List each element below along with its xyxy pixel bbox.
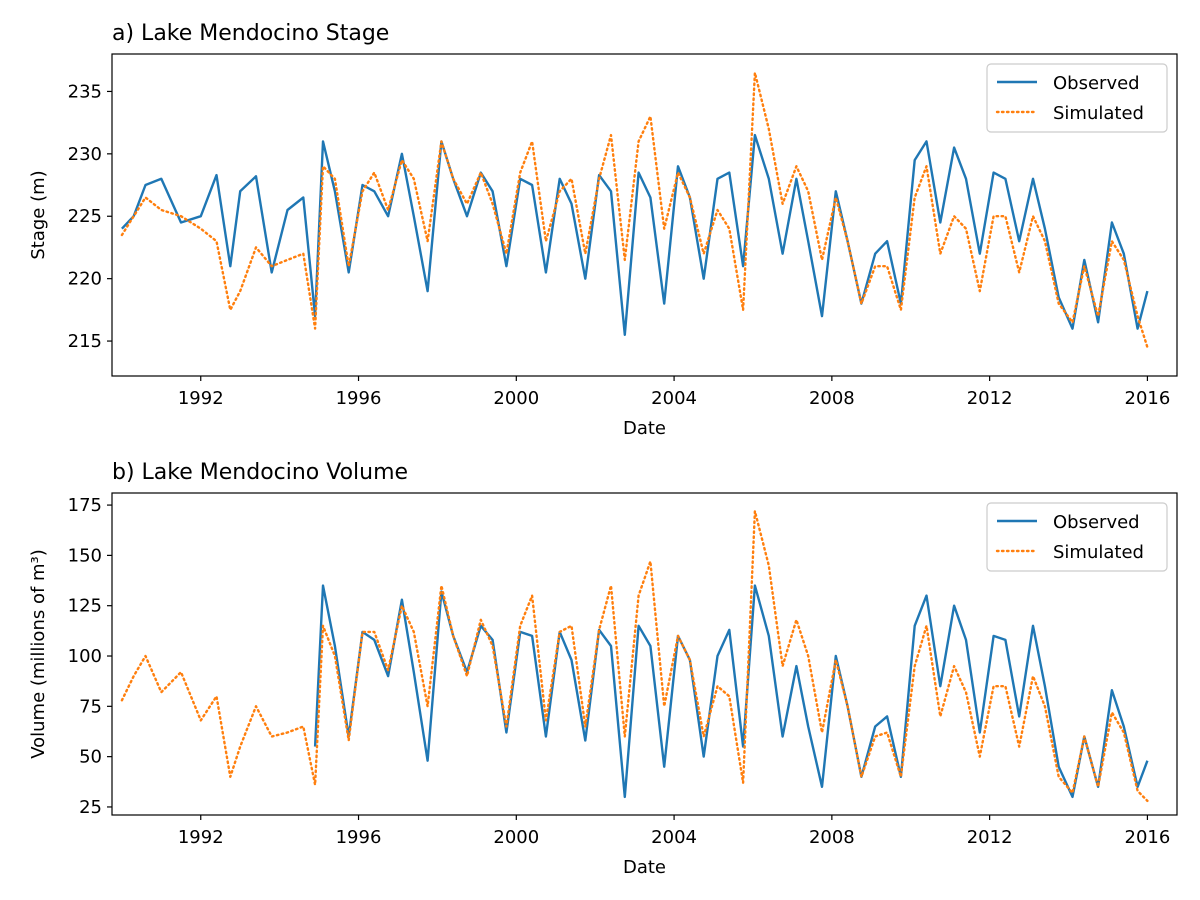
volume-y-tick-label: 175 bbox=[68, 495, 102, 516]
volume-y-tick-label: 50 bbox=[79, 747, 102, 768]
volume-legend-label-simulated: Simulated bbox=[1053, 542, 1144, 563]
stage-x-tick-label: 2004 bbox=[651, 388, 697, 409]
stage-y-tick-label: 230 bbox=[68, 144, 102, 165]
volume-x-tick-label: 2000 bbox=[493, 827, 539, 848]
stage-y-axis-label: Stage (m) bbox=[28, 170, 49, 259]
volume-legend: Observed Simulated bbox=[986, 502, 1168, 572]
volume-axes-frame bbox=[111, 492, 1178, 816]
stage-title: a) Lake Mendocino Stage bbox=[112, 21, 389, 46]
stage-legend: Observed Simulated bbox=[986, 63, 1168, 133]
stage-axes-frame bbox=[111, 53, 1178, 377]
stage-legend-label-simulated: Simulated bbox=[1053, 103, 1144, 124]
volume-series-group bbox=[120, 509, 1149, 803]
volume-y-tick-label: 125 bbox=[68, 596, 102, 617]
stage-series-observed-line bbox=[121, 133, 1149, 336]
volume-x-tick-label: 2016 bbox=[1125, 827, 1171, 848]
stage-x-tick-label: 1996 bbox=[336, 388, 382, 409]
stage-x-tick-label: 2000 bbox=[493, 388, 539, 409]
volume-y-tick-label: 25 bbox=[79, 797, 102, 818]
stage-panel: a) Lake Mendocino Stage 1992 1996 2000 2004 2… bbox=[28, 21, 1178, 439]
stage-x-axis-label: Date bbox=[623, 418, 666, 439]
volume-y-tick-label: 150 bbox=[68, 545, 102, 566]
volume-y-axis-label: Volume (millions of m³) bbox=[28, 549, 49, 759]
stage-y-tick-label: 215 bbox=[68, 331, 102, 352]
volume-y-tick-label: 100 bbox=[68, 646, 102, 667]
stage-y-tick-label: 235 bbox=[68, 81, 102, 102]
volume-x-tick-label: 2004 bbox=[651, 827, 697, 848]
stage-legend-label-observed: Observed bbox=[1053, 73, 1140, 94]
volume-y-tick-label: 75 bbox=[79, 696, 102, 717]
volume-x-tick-label: 2012 bbox=[967, 827, 1013, 848]
volume-series-simulated-line bbox=[120, 509, 1149, 803]
volume-panel: b) Lake Mendocino Volume 1992 1996 2000 2004… bbox=[28, 460, 1178, 878]
stage-x-tick-label: 2008 bbox=[809, 388, 855, 409]
stage-y-tick-label: 220 bbox=[68, 269, 102, 290]
stage-series-group bbox=[120, 71, 1149, 349]
volume-x-axis-label: Date bbox=[623, 857, 666, 878]
volume-x-tick-label: 2008 bbox=[809, 827, 855, 848]
stage-x-tick-label: 1992 bbox=[178, 388, 224, 409]
stage-x-tick-label: 2016 bbox=[1125, 388, 1171, 409]
volume-x-tick-label: 1992 bbox=[178, 827, 224, 848]
volume-legend-label-observed: Observed bbox=[1053, 512, 1140, 533]
volume-series-observed-line bbox=[313, 584, 1149, 799]
volume-x-tick-label: 1996 bbox=[336, 827, 382, 848]
stage-series-simulated-line bbox=[120, 71, 1149, 349]
volume-title: b) Lake Mendocino Volume bbox=[112, 460, 408, 485]
stage-y-tick-label: 225 bbox=[68, 206, 102, 227]
stage-x-tick-label: 2012 bbox=[967, 388, 1013, 409]
